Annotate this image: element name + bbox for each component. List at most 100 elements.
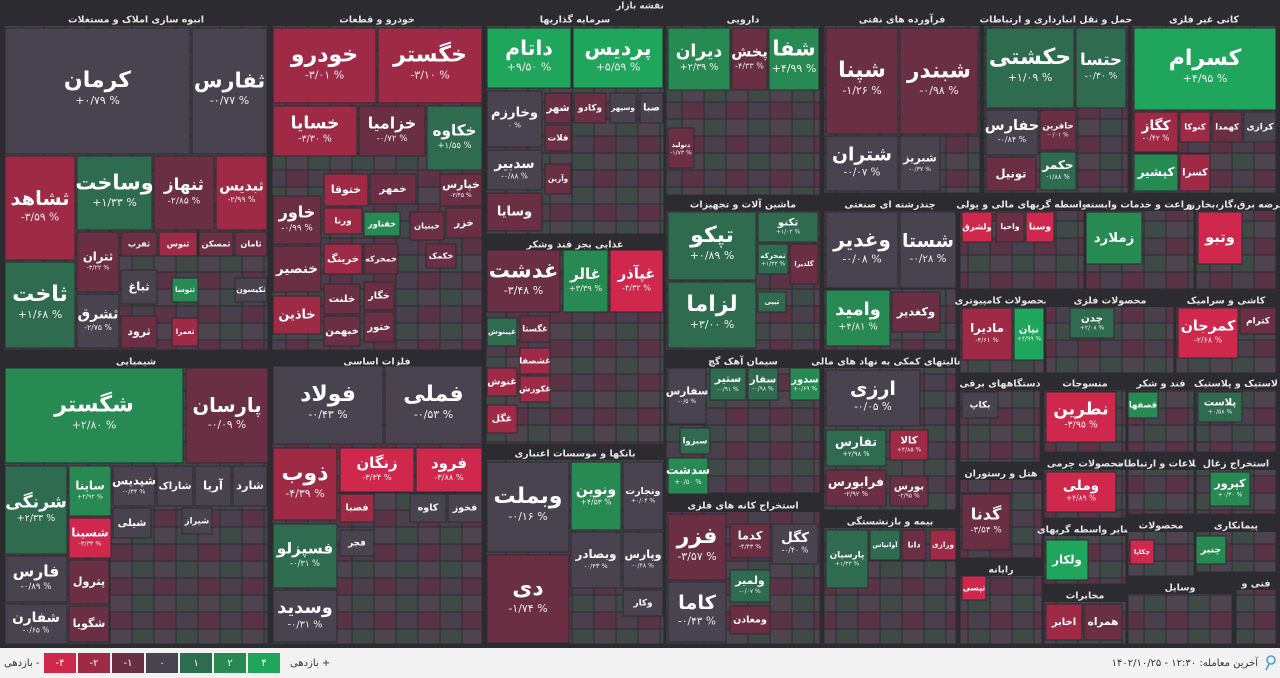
stock-tile[interactable]: [679, 427, 711, 455]
stock-tile[interactable]: [68, 605, 110, 643]
stock-tile[interactable]: [76, 231, 120, 293]
stock-tile[interactable]: [1133, 111, 1179, 153]
stock-tile[interactable]: [729, 605, 771, 635]
stock-tile[interactable]: [1197, 391, 1243, 423]
stock-tile[interactable]: [1045, 391, 1117, 443]
stock-tile[interactable]: [68, 465, 112, 517]
stock-tile[interactable]: [825, 529, 869, 589]
stock-tile[interactable]: [899, 211, 957, 289]
stock-tile[interactable]: [789, 243, 819, 285]
stock-tile[interactable]: [1179, 153, 1211, 192]
stock-tile[interactable]: [486, 461, 570, 553]
stock-tile[interactable]: [425, 243, 457, 269]
stock-tile[interactable]: [825, 469, 887, 507]
stock-tile[interactable]: [1133, 27, 1277, 111]
stock-tile[interactable]: [667, 281, 757, 349]
stock-tile[interactable]: [825, 289, 891, 347]
stock-tile[interactable]: [985, 156, 1037, 192]
stock-tile[interactable]: [622, 461, 664, 531]
stock-tile[interactable]: [272, 589, 338, 643]
legend-swatch[interactable]: [44, 653, 76, 673]
stock-tile[interactable]: [961, 575, 987, 601]
stock-tile[interactable]: [486, 554, 570, 644]
stock-tile[interactable]: [185, 367, 269, 464]
stock-tile[interactable]: [486, 27, 572, 89]
stock-tile[interactable]: [409, 493, 447, 523]
stock-tile[interactable]: [771, 523, 819, 565]
stock-tile[interactable]: [1239, 307, 1277, 335]
stock-tile[interactable]: [156, 465, 194, 507]
stock-tile[interactable]: [961, 391, 999, 419]
stock-tile[interactable]: [272, 105, 358, 157]
stock-tile[interactable]: [899, 27, 979, 135]
stock-tile[interactable]: [4, 603, 68, 645]
stock-tile[interactable]: [234, 231, 268, 257]
stock-tile[interactable]: [120, 231, 158, 257]
stock-tile[interactable]: [323, 207, 363, 235]
stock-tile[interactable]: [667, 211, 757, 281]
stock-tile[interactable]: [544, 163, 572, 195]
stock-tile[interactable]: [272, 447, 338, 521]
stock-tile[interactable]: [272, 195, 322, 245]
stock-tile[interactable]: [486, 404, 518, 434]
stock-tile[interactable]: [995, 211, 1025, 243]
info-icon[interactable]: [1266, 655, 1276, 665]
stock-tile[interactable]: [153, 155, 215, 231]
stock-tile[interactable]: [570, 461, 622, 531]
stock-tile[interactable]: [961, 307, 1013, 361]
stock-tile[interactable]: [486, 192, 543, 232]
stock-tile[interactable]: [363, 243, 399, 275]
stock-tile[interactable]: [171, 317, 199, 347]
stock-tile[interactable]: [76, 293, 120, 349]
stock-tile[interactable]: [1039, 109, 1077, 151]
stock-tile[interactable]: [899, 135, 941, 192]
stock-tile[interactable]: [1243, 111, 1277, 143]
stock-tile[interactable]: [1045, 471, 1117, 513]
stock-tile[interactable]: [415, 447, 483, 493]
stock-tile[interactable]: [825, 135, 899, 192]
stock-tile[interactable]: [339, 493, 375, 523]
stock-tile[interactable]: [1211, 111, 1243, 143]
stock-tile[interactable]: [869, 529, 901, 561]
stock-tile[interactable]: [889, 429, 929, 461]
stock-tile[interactable]: [667, 367, 707, 425]
stock-tile[interactable]: [1039, 151, 1077, 191]
stock-tile[interactable]: [215, 155, 268, 231]
stock-tile[interactable]: [985, 109, 1039, 156]
stock-tile[interactable]: [171, 277, 199, 303]
stock-tile[interactable]: [4, 27, 191, 155]
stock-tile[interactable]: [120, 269, 158, 305]
stock-tile[interactable]: [120, 315, 158, 349]
stock-tile[interactable]: [323, 315, 361, 347]
stock-tile[interactable]: [272, 523, 338, 589]
stock-tile[interactable]: [323, 173, 369, 207]
stock-tile[interactable]: [486, 149, 543, 191]
stock-tile[interactable]: [667, 27, 731, 91]
legend-swatch[interactable]: [248, 653, 280, 673]
stock-tile[interactable]: [272, 245, 322, 293]
stock-tile[interactable]: [191, 27, 268, 155]
stock-tile[interactable]: [409, 211, 445, 241]
stock-tile[interactable]: [825, 27, 899, 135]
stock-tile[interactable]: [68, 559, 110, 605]
stock-tile[interactable]: [1083, 603, 1123, 641]
stock-tile[interactable]: [667, 581, 727, 643]
stock-tile[interactable]: [384, 365, 483, 445]
stock-tile[interactable]: [1085, 211, 1143, 265]
stock-tile[interactable]: [622, 589, 664, 617]
stock-tile[interactable]: [544, 92, 572, 124]
stock-tile[interactable]: [1177, 307, 1239, 359]
stock-tile[interactable]: [234, 277, 268, 303]
stock-tile[interactable]: [194, 465, 232, 507]
stock-tile[interactable]: [825, 429, 887, 467]
stock-tile[interactable]: [667, 513, 727, 581]
stock-tile[interactable]: [1209, 471, 1251, 507]
stock-tile[interactable]: [358, 105, 426, 157]
stock-tile[interactable]: [1045, 603, 1083, 641]
stock-tile[interactable]: [232, 465, 268, 507]
stock-tile[interactable]: [929, 529, 957, 561]
stock-tile[interactable]: [1197, 211, 1243, 265]
stock-tile[interactable]: [369, 173, 417, 205]
stock-tile[interactable]: [757, 211, 819, 243]
stock-tile[interactable]: [609, 92, 637, 124]
